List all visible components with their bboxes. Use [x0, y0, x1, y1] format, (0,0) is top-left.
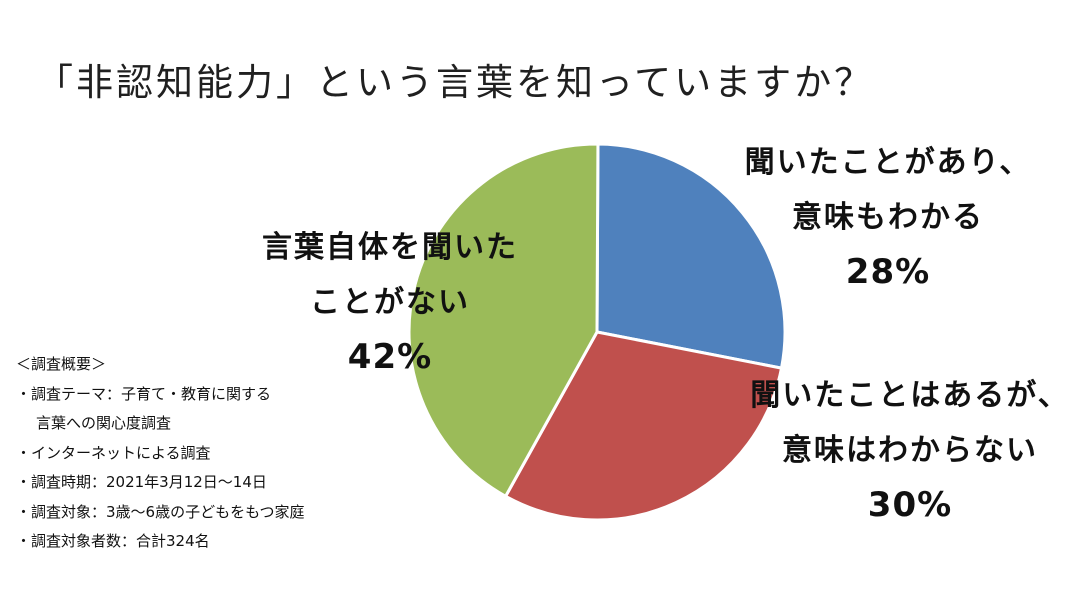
- survey-item-count: ・調査対象者数：合計324名: [16, 532, 210, 550]
- slice-label-2-percent: 42%: [347, 337, 433, 377]
- survey-summary: ＜調査概要＞ ・調査テーマ：子育て・教育に関する 言葉への関心度調査 ・インター…: [16, 350, 396, 557]
- slice-label-1-line-1: 意味はわからない: [782, 433, 1038, 468]
- slice-label-0: 聞いたことがあり、 意味もわかる 28%: [728, 135, 1048, 300]
- survey-item-theme: ・調査テーマ：子育て・教育に関する 言葉への関心度調査: [16, 380, 396, 439]
- survey-item-target: ・調査対象：3歳～6歳の子どもをもつ家庭: [16, 502, 305, 521]
- survey-item-method: ・インターネットによる調査: [16, 443, 211, 462]
- slice-label-0-percent: 28%: [845, 252, 931, 292]
- pie-slice-1: [503, 330, 784, 522]
- slice-label-1-percent: 30%: [867, 485, 953, 525]
- pie-slice-0: [595, 142, 787, 370]
- survey-item-period: ・調査時期：2021年3月12日～14日: [16, 473, 267, 491]
- slice-label-0-line-0: 聞いたことがあり、: [744, 145, 1032, 180]
- slice-label-2-line-1: ことがない: [310, 285, 470, 320]
- survey-item-theme-line-0: ・調査テーマ：子育て・教育に関する: [16, 384, 272, 403]
- chart-title: 「非認知能力」という言葉を知っていますか？: [36, 61, 875, 104]
- slice-label-1-line-0: 聞いたことはあるが、: [750, 378, 1070, 413]
- slice-label-2: 言葉自体を聞いた ことがない 42%: [230, 220, 550, 385]
- slice-label-0-line-1: 意味もわかる: [792, 200, 984, 235]
- pie-slice-2: [407, 142, 600, 499]
- survey-heading: ＜調査概要＞: [16, 355, 107, 373]
- slice-label-2-line-0: 言葉自体を聞いた: [262, 230, 518, 265]
- survey-item-theme-line-1: 言葉への関心度調査: [36, 414, 172, 432]
- slice-label-1: 聞いたことはあるが、 意味はわからない 30%: [745, 368, 1075, 533]
